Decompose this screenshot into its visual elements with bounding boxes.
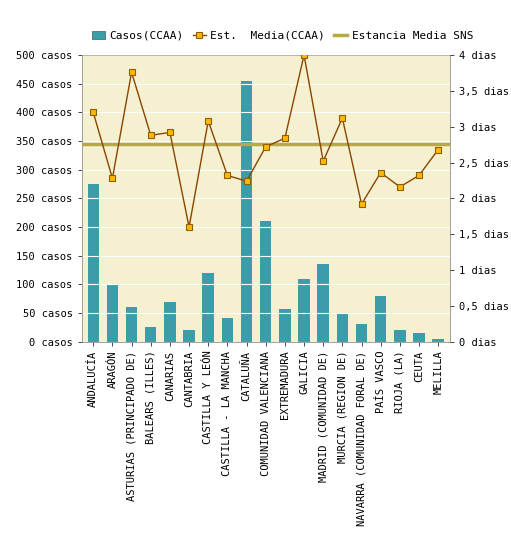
Bar: [279, 309, 291, 342]
Bar: [413, 333, 425, 342]
Bar: [432, 339, 444, 342]
Bar: [107, 284, 118, 342]
Bar: [87, 184, 99, 342]
Bar: [126, 307, 137, 342]
Bar: [202, 273, 214, 342]
Bar: [298, 279, 310, 342]
Bar: [394, 330, 406, 342]
Bar: [183, 330, 195, 342]
Bar: [356, 325, 367, 342]
Legend: Casos(CCAA), Est.  Media(CCAA), Estancia Media SNS: Casos(CCAA), Est. Media(CCAA), Estancia …: [87, 26, 478, 45]
Bar: [337, 313, 348, 342]
Bar: [145, 327, 156, 342]
Bar: [164, 301, 176, 342]
Bar: [222, 317, 233, 342]
Bar: [241, 81, 252, 342]
Bar: [375, 296, 386, 342]
Bar: [260, 222, 271, 342]
Bar: [317, 264, 329, 342]
